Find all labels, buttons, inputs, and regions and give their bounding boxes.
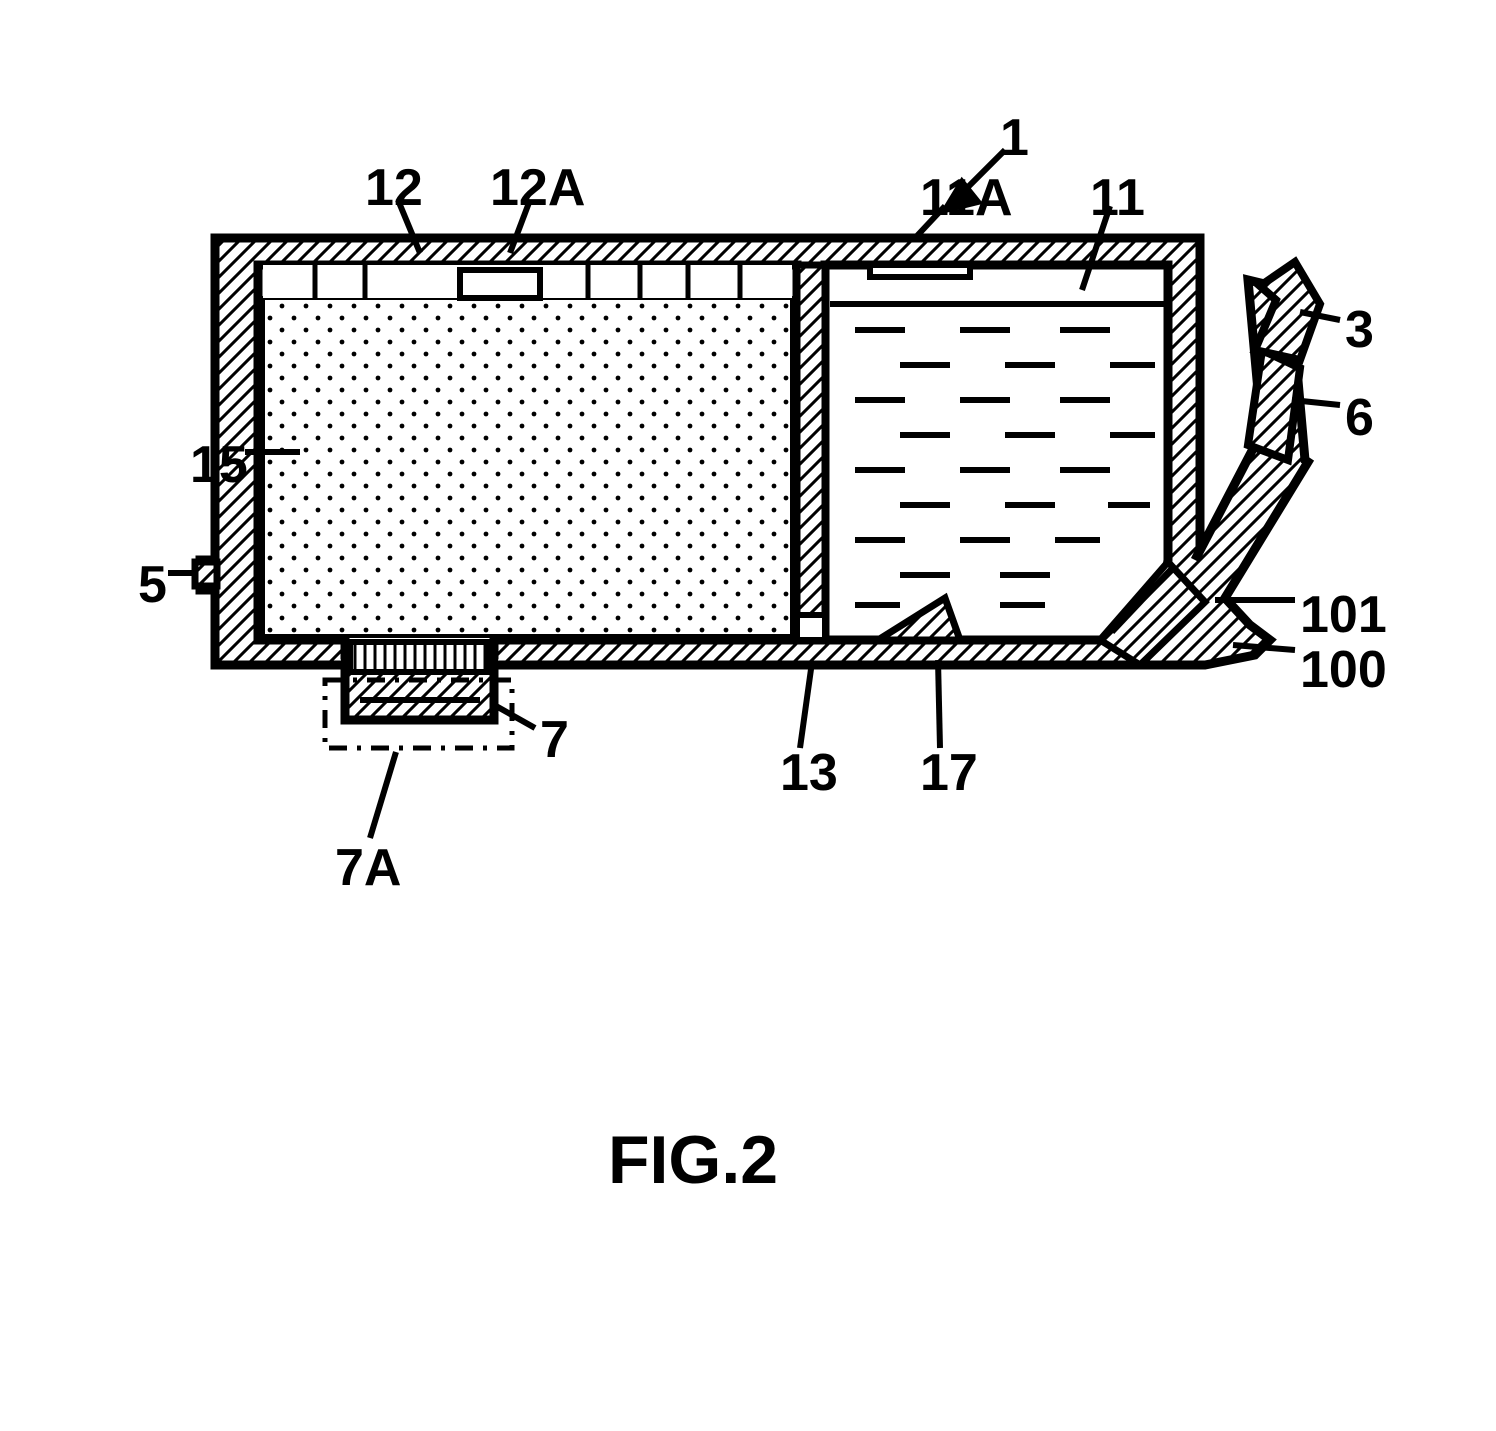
label-12: 12 <box>365 158 423 218</box>
protrusion-5 <box>195 562 217 586</box>
leader-7A <box>370 752 396 838</box>
label-12A: 12A <box>490 158 585 218</box>
boss-12A <box>460 270 540 298</box>
port-11A <box>870 265 970 277</box>
left-chamber <box>263 265 792 636</box>
label-7: 7 <box>540 710 569 770</box>
label-5: 5 <box>138 555 167 615</box>
label-11: 11 <box>1090 168 1145 228</box>
partition-13 <box>797 265 825 641</box>
label-17: 17 <box>920 743 978 803</box>
label-11A: 11A <box>920 168 1013 228</box>
label-7A: 7A <box>335 838 401 898</box>
label-13: 13 <box>780 743 838 803</box>
leader-13 <box>800 662 812 748</box>
label-100: 100 <box>1300 640 1387 700</box>
leader-7 <box>496 706 535 728</box>
label-101: 101 <box>1300 585 1387 645</box>
label-15: 15 <box>190 435 248 495</box>
label-3: 3 <box>1345 300 1374 360</box>
absorber-15 <box>263 298 792 636</box>
support-6 <box>1248 350 1300 460</box>
label-1: 1 <box>1000 108 1029 168</box>
right-chamber <box>830 265 1205 665</box>
ink-liquid <box>855 330 1155 605</box>
label-6: 6 <box>1345 388 1374 448</box>
figure-title: FIG.2 <box>608 1121 778 1199</box>
leader-17 <box>938 660 940 748</box>
figure-svg <box>0 0 1496 1431</box>
